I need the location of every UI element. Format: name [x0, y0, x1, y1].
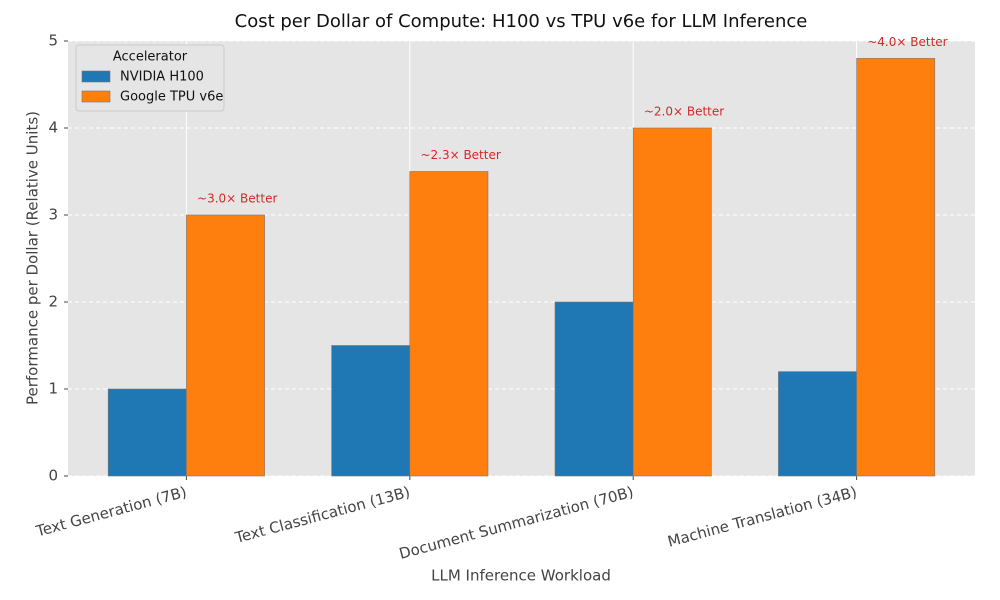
chart-title: Cost per Dollar of Compute: H100 vs TPU …: [235, 11, 808, 32]
x-tick-label: Document Summarization (70B): [397, 483, 635, 563]
annotation: ~2.3× Better: [420, 148, 500, 162]
bar: [778, 371, 857, 477]
y-tick-label: 5: [48, 32, 58, 50]
y-tick-label: 3: [48, 206, 58, 224]
bar: [107, 388, 187, 477]
bar: [409, 171, 489, 477]
annotation: ~3.0× Better: [197, 192, 277, 206]
y-tick-label: 0: [48, 467, 58, 485]
bar: [186, 214, 265, 477]
y-tick-label: 1: [48, 380, 58, 398]
bar: [632, 127, 712, 477]
legend-label: Google TPU v6e: [120, 90, 223, 105]
x-tick-label: Text Generation (7B): [33, 483, 188, 541]
bar: [856, 58, 936, 477]
y-tick-label: 4: [48, 119, 58, 137]
bar: [554, 301, 634, 477]
bar: [331, 345, 411, 477]
annotation: ~4.0× Better: [867, 35, 947, 49]
legend-swatch: [81, 90, 111, 103]
legend-title: Accelerator: [113, 50, 188, 65]
y-axis-label: Performance per Dollar (Relative Units): [24, 111, 42, 405]
legend-label: NVIDIA H100: [120, 70, 204, 85]
y-tick-label: 2: [48, 293, 58, 311]
legend-box: [75, 44, 225, 112]
annotation: ~2.0× Better: [644, 105, 724, 119]
legend-swatch: [81, 70, 111, 83]
x-tick-label: Machine Translation (34B): [666, 483, 859, 551]
x-tick-label: Text Classification (13B): [232, 483, 412, 547]
x-axis-label: LLM Inference Workload: [431, 567, 611, 585]
